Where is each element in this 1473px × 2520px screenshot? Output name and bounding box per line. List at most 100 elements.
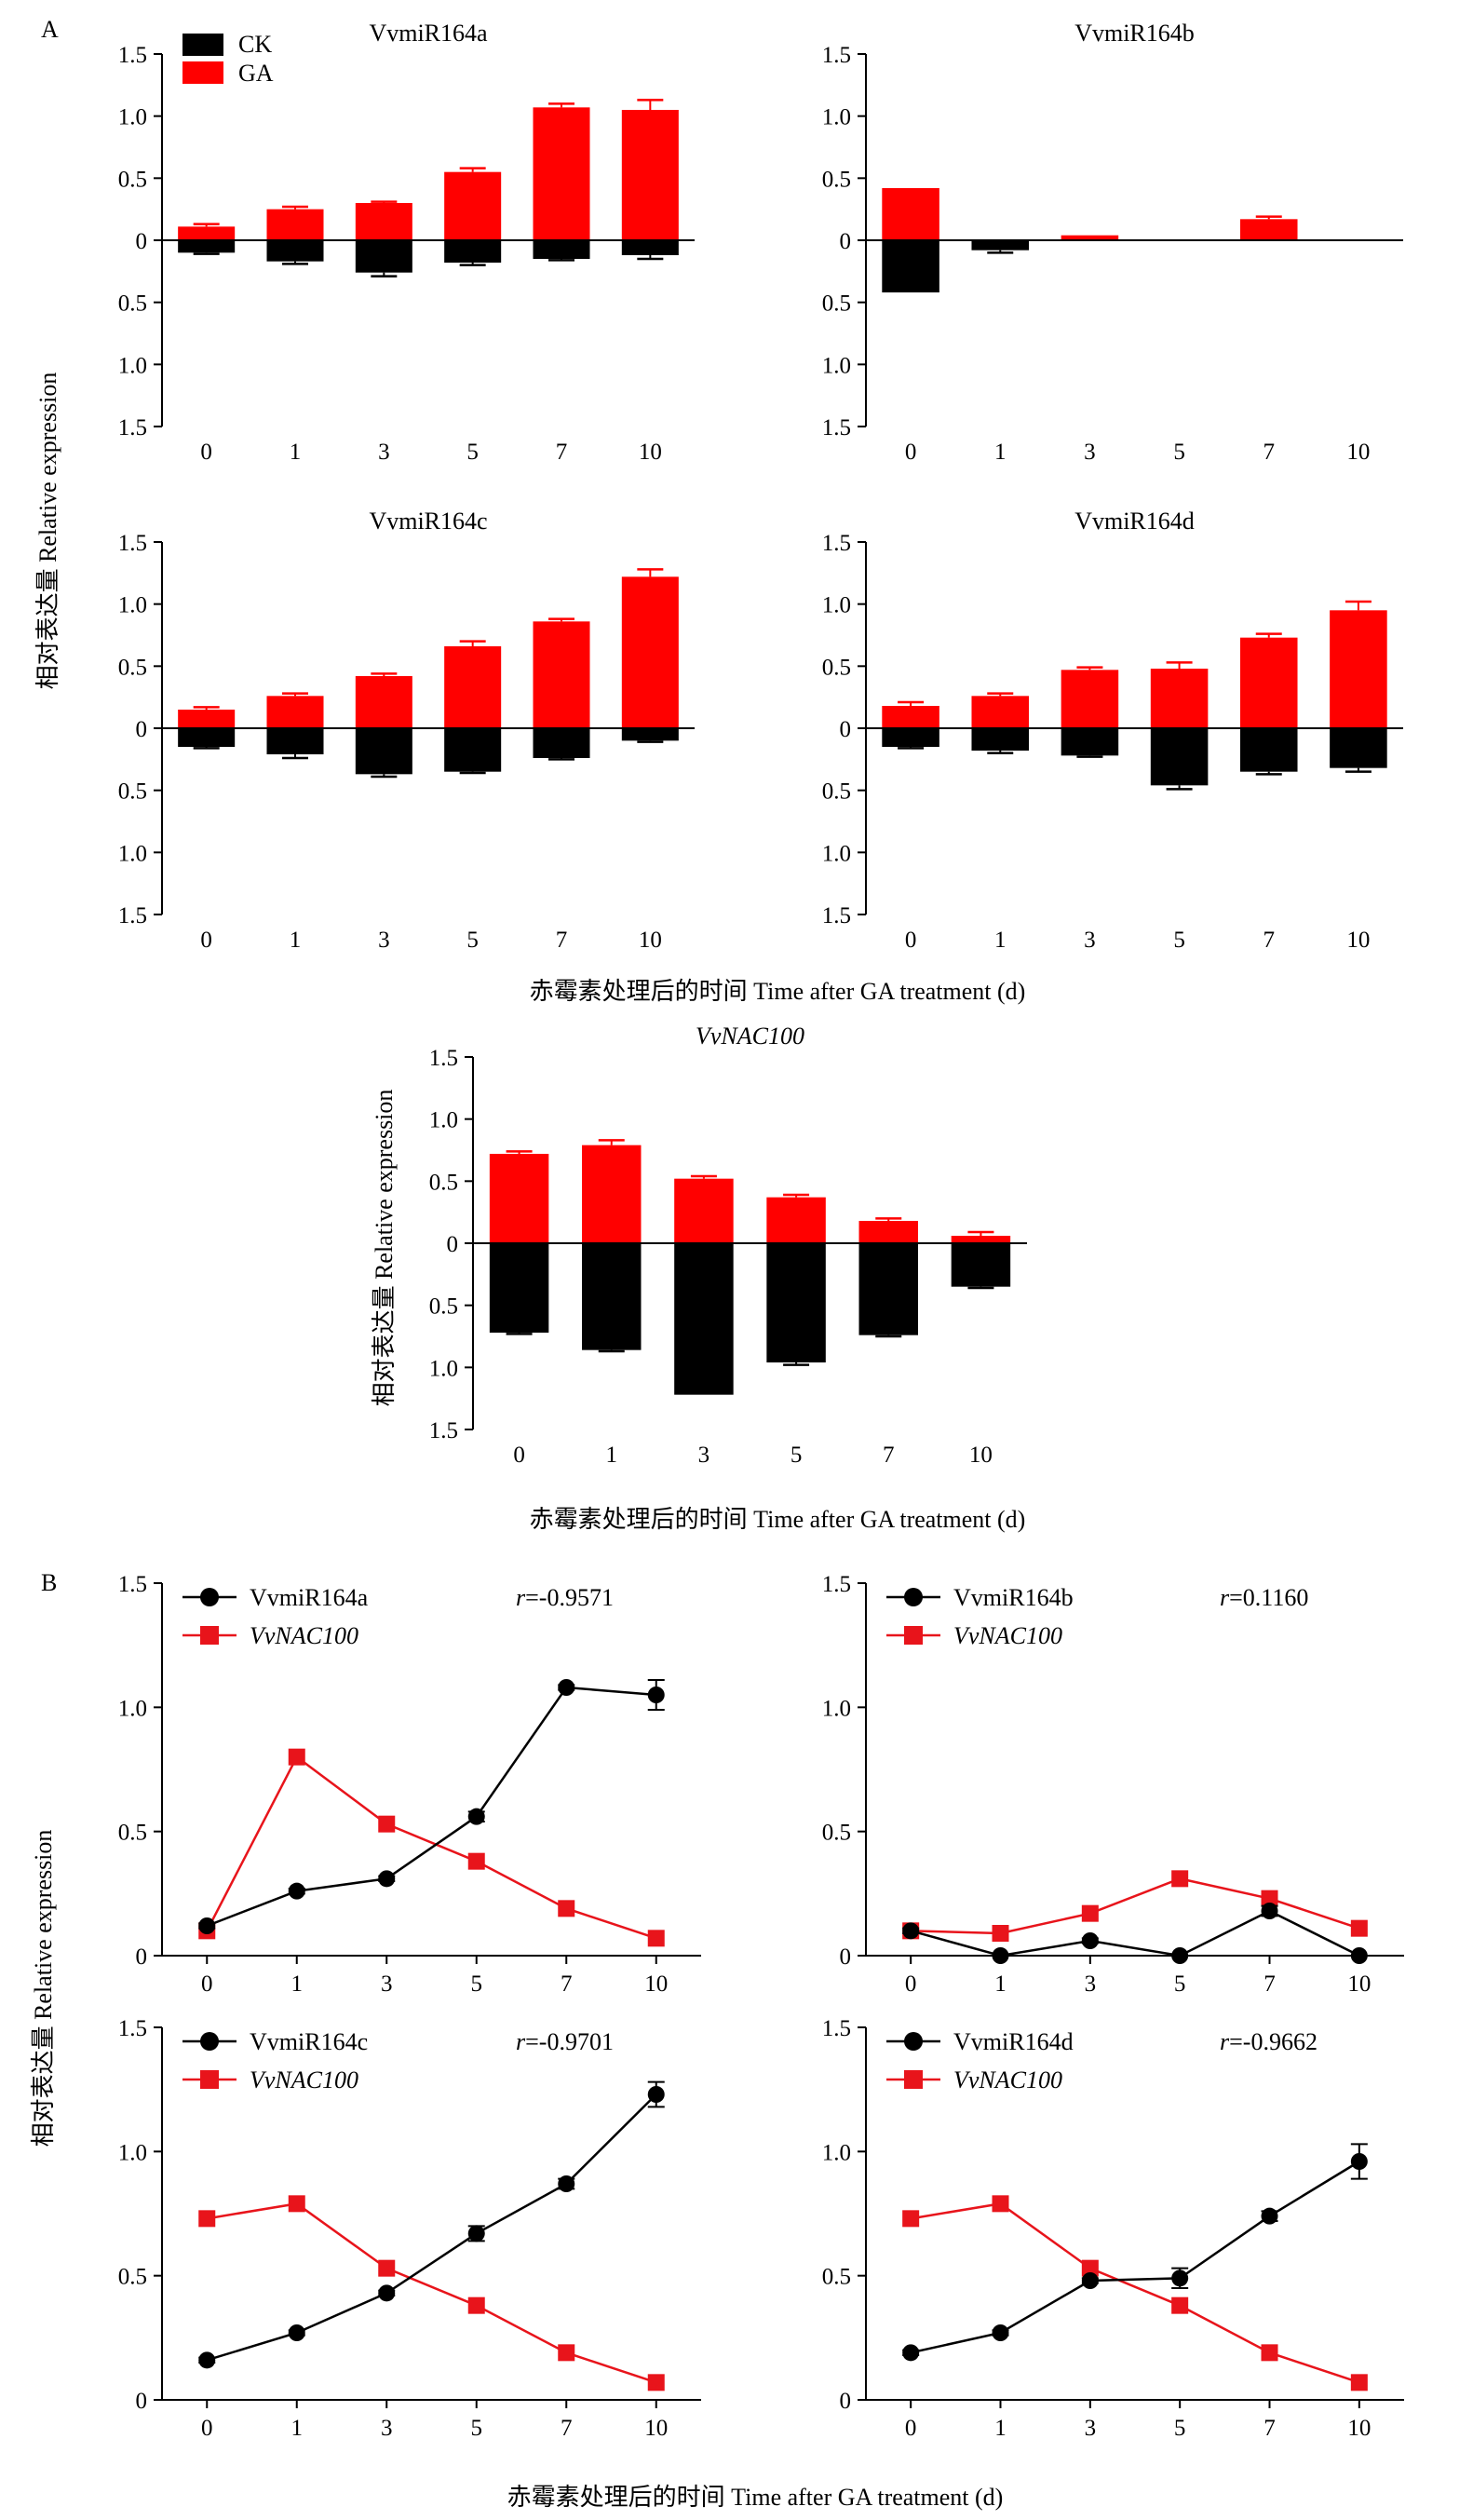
point-VvmiR164d-10 xyxy=(1350,2153,1368,2170)
panel-b-label: B xyxy=(41,1569,57,1596)
bar-ga-0 xyxy=(882,188,939,240)
bar-ck-0 xyxy=(178,728,236,747)
point-VvNAC100-5 xyxy=(1171,1870,1189,1888)
x-tick-label: 0 xyxy=(905,440,917,465)
bar-ga-1 xyxy=(266,696,324,728)
y-tick-label: 0 xyxy=(136,1944,148,1970)
legend-label-ga: GA xyxy=(238,60,274,87)
x-tick-label: 10 xyxy=(1346,440,1370,465)
x-tick-label: 10 xyxy=(969,1443,993,1468)
series-line-VvmiR164d xyxy=(910,2160,1360,2354)
chart-title: VvmiR164a xyxy=(369,20,488,47)
x-tick-label: 1 xyxy=(606,1443,618,1468)
y-tick-label: 1.0 xyxy=(822,593,851,618)
y-tick-label: 0.5 xyxy=(118,167,147,192)
point-VvNAC100-10 xyxy=(1350,2374,1368,2391)
x-tick-label: 5 xyxy=(1174,1971,1186,1997)
x-tick-label: 10 xyxy=(1346,928,1370,953)
y-tick-label: 0 xyxy=(840,1944,852,1970)
y-tick-label: 1.5 xyxy=(429,1418,458,1443)
x-tick-label: 0 xyxy=(513,1443,525,1468)
point-VvmiR164a-0 xyxy=(198,1917,216,1934)
bar-ga-5 xyxy=(444,171,502,240)
bar-ck-1 xyxy=(582,1243,642,1350)
x-tick-label: 10 xyxy=(639,928,662,953)
series-line-VvmiR164c xyxy=(206,2093,657,2362)
y-tick-label: 1.0 xyxy=(429,1356,458,1381)
correlation-annotation: r=-0.9571 xyxy=(516,1584,614,1611)
x-tick-label: 7 xyxy=(1264,928,1276,953)
point-VvNAC100-5 xyxy=(467,2296,485,2314)
y-tick-label: 0.5 xyxy=(822,167,851,192)
legend-label-ck: CK xyxy=(238,31,272,58)
y-tick-label: 1.0 xyxy=(118,1696,147,1721)
y-tick-label: 1.0 xyxy=(822,353,851,378)
series-line-VvmiR164b xyxy=(910,1909,1360,1958)
point-VvmiR164b-5 xyxy=(1171,1947,1189,1964)
bar-ck-1 xyxy=(266,240,324,262)
y-tick-label: 0 xyxy=(840,717,852,742)
bar-ga-7 xyxy=(1239,219,1298,240)
bar-ga-5 xyxy=(766,1197,826,1243)
bar-ga-5 xyxy=(1150,669,1209,728)
x-tick-label: 5 xyxy=(791,1443,803,1468)
x-tick-label: 3 xyxy=(1084,440,1096,465)
legend-swatch-ck xyxy=(182,34,223,56)
bar-ck-5 xyxy=(766,1243,826,1362)
legend-label: VvNAC100 xyxy=(953,2066,1062,2093)
bar-ga-5 xyxy=(444,646,502,728)
y-tick-label: 1.5 xyxy=(118,1572,147,1597)
y-tick-label: 0 xyxy=(136,717,148,742)
point-VvmiR164b-1 xyxy=(992,1947,1009,1964)
correlation-annotation: r=-0.9662 xyxy=(1220,2028,1318,2055)
series-line-VvNAC100 xyxy=(207,2202,657,2384)
x-tick-label: 0 xyxy=(905,1971,917,1997)
y-tick-label: 1.0 xyxy=(118,2140,147,2165)
point-VvmiR164a-3 xyxy=(378,1870,396,1888)
bar-ga-7 xyxy=(1239,637,1298,728)
x-tick-label: 3 xyxy=(1085,2416,1097,2441)
y-tick-label: 1.0 xyxy=(822,841,851,866)
point-VvmiR164a-1 xyxy=(288,1882,305,1900)
x-tick-label: 7 xyxy=(561,1971,573,1997)
bar-ck-5 xyxy=(1150,728,1209,786)
bar-ck-7 xyxy=(858,1243,918,1335)
bar-ck-10 xyxy=(951,1243,1011,1287)
x-tick-label: 7 xyxy=(556,928,568,953)
legend-marker xyxy=(200,1626,219,1645)
ylabel-panel-b: 相对表达量 Relative expression xyxy=(30,1830,57,2147)
y-tick-label: 1.5 xyxy=(118,415,147,440)
point-VvmiR164c-7 xyxy=(558,2175,575,2192)
x-tick-label: 7 xyxy=(1264,440,1276,465)
bar-ck-10 xyxy=(621,240,679,255)
point-VvmiR164d-1 xyxy=(992,2324,1009,2341)
bar-ck-3 xyxy=(1061,728,1119,756)
bar-ck-1 xyxy=(971,728,1030,751)
point-VvmiR164d-5 xyxy=(1171,2269,1189,2287)
bar-ga-10 xyxy=(621,576,679,728)
x-tick-label: 7 xyxy=(1264,2416,1276,2441)
correlation-annotation: r=0.1160 xyxy=(1220,1584,1308,1611)
point-VvNAC100-1 xyxy=(992,1925,1009,1942)
bar-ga-0 xyxy=(882,706,939,728)
xlabel-panel-a: 赤霉素处理后的时间 Time after GA treatment (d) xyxy=(530,978,1026,1005)
x-tick-label: 0 xyxy=(905,928,917,953)
bar-ga-3 xyxy=(1061,235,1119,240)
point-VvmiR164a-5 xyxy=(467,1808,485,1825)
correlation-annotation: r=-0.9701 xyxy=(516,2028,614,2055)
y-tick-label: 1.5 xyxy=(822,2016,851,2041)
x-tick-label: 1 xyxy=(994,1971,1007,1997)
y-tick-label: 0.5 xyxy=(118,1821,147,1846)
x-tick-label: 5 xyxy=(466,928,479,953)
x-tick-label: 10 xyxy=(644,1971,668,1997)
x-tick-label: 3 xyxy=(1085,1971,1097,1997)
series-line-VvmiR164a xyxy=(206,1686,656,1928)
y-tick-label: 0.5 xyxy=(118,655,147,680)
y-tick-label: 0.5 xyxy=(822,779,851,805)
x-tick-label: 5 xyxy=(471,1971,483,1997)
legend-label: VvmiR164c xyxy=(250,2028,368,2055)
x-tick-label: 0 xyxy=(200,928,212,953)
point-VvNAC100-3 xyxy=(378,1815,396,1833)
